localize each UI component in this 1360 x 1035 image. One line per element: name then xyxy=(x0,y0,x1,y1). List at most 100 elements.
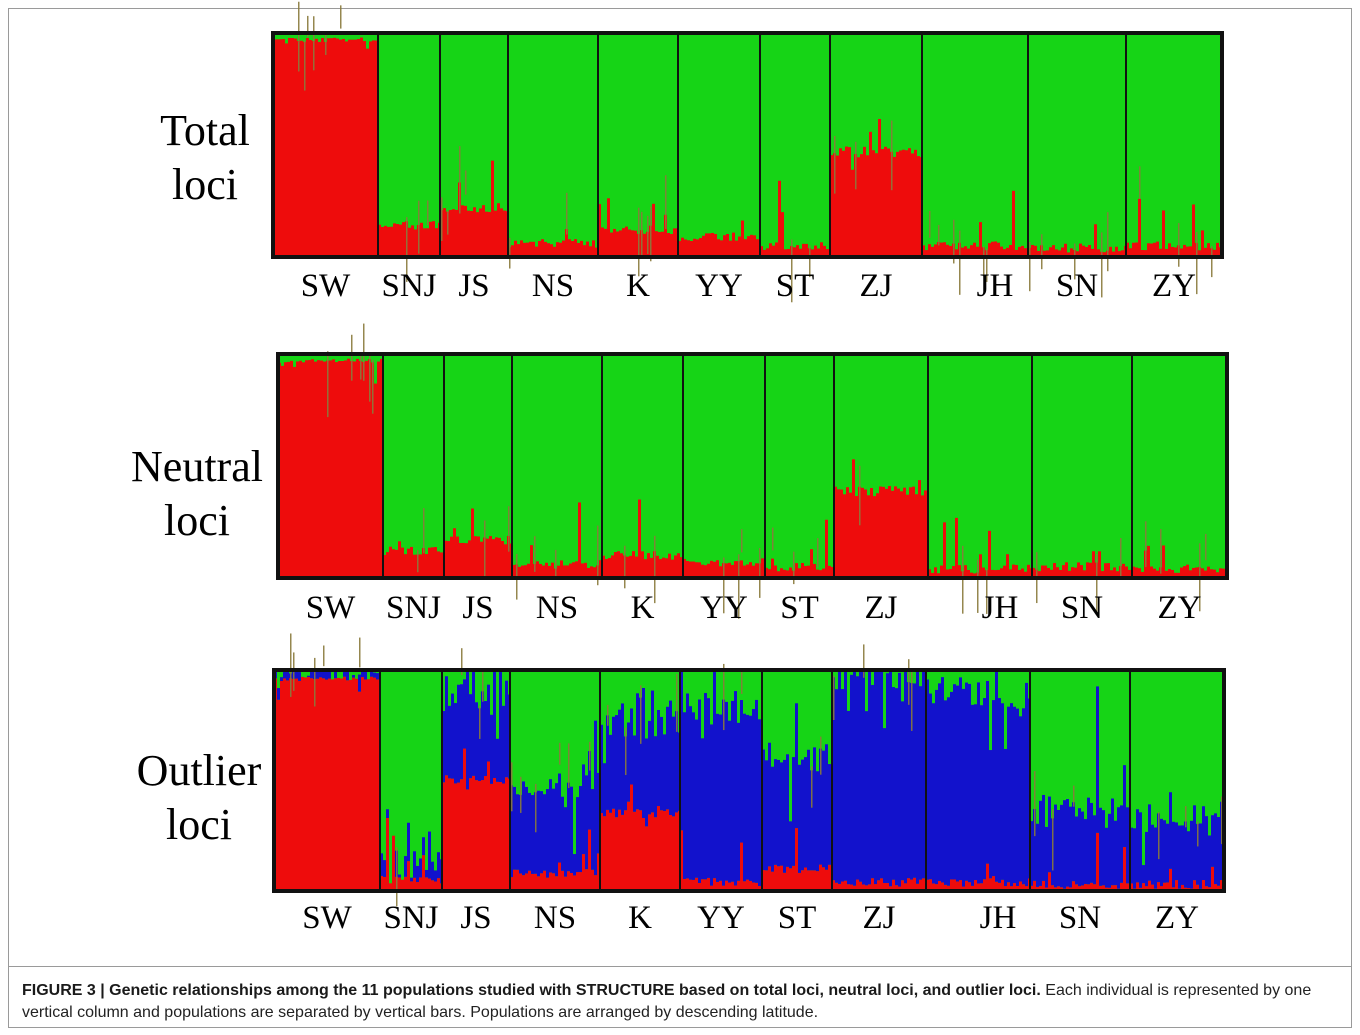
structure-panel-0 xyxy=(271,1,1224,303)
individual-admixture-line xyxy=(833,675,835,721)
individual-red xyxy=(469,778,472,891)
individual-red xyxy=(519,873,522,891)
individual-blue xyxy=(451,693,454,779)
individual-blue xyxy=(1108,813,1111,888)
individual-blue xyxy=(651,690,654,813)
individual-red xyxy=(579,872,582,891)
individual-red xyxy=(707,563,710,578)
individual-blue xyxy=(1169,792,1172,869)
individual-red xyxy=(1057,886,1060,891)
individual-red xyxy=(740,842,743,891)
figure-frame xyxy=(8,8,1352,1028)
individual-red xyxy=(732,232,735,257)
individual-red xyxy=(847,884,850,891)
individual-red xyxy=(1093,884,1096,891)
individual-red xyxy=(607,198,610,257)
individual-blue xyxy=(398,874,401,878)
individual-blue xyxy=(977,682,980,884)
individual-red xyxy=(594,875,597,891)
individual-red xyxy=(921,495,924,578)
individual-red xyxy=(686,561,689,578)
individual-red xyxy=(1075,884,1078,891)
individual-red xyxy=(873,496,876,578)
population-label-zj: ZJ xyxy=(859,268,893,304)
individual-red xyxy=(970,245,973,257)
individual-red xyxy=(922,878,925,891)
individual-red xyxy=(980,883,983,891)
individual-red xyxy=(795,828,798,891)
individual-red xyxy=(288,37,291,257)
population-bar-jh xyxy=(922,190,1028,295)
row-label-total-loci: Total loci xyxy=(130,104,280,212)
individual-red xyxy=(327,38,330,257)
individual-red xyxy=(952,566,955,578)
population-label-zy: ZY xyxy=(1152,268,1196,304)
individual-admixture-line xyxy=(607,704,609,726)
individual-red xyxy=(967,248,970,257)
individual-red xyxy=(723,235,726,257)
individual-admixture-line xyxy=(417,550,419,573)
individual-red xyxy=(725,563,728,578)
individual-red xyxy=(869,131,872,257)
individual-red xyxy=(1022,884,1025,891)
individual-red xyxy=(413,554,416,578)
individual-blue xyxy=(445,676,448,776)
individual-red xyxy=(928,569,931,578)
individual-red xyxy=(1144,250,1147,257)
individual-admixture-line xyxy=(625,727,627,776)
individual-blue xyxy=(938,683,941,881)
individual-red xyxy=(338,360,341,578)
population-bar-sw xyxy=(273,1,378,258)
individual-red xyxy=(586,241,589,257)
individual-red xyxy=(801,870,804,891)
individual-red xyxy=(565,229,568,257)
individual-red xyxy=(664,214,667,257)
individual-blue xyxy=(295,670,298,679)
individual-red xyxy=(902,149,905,257)
individual-red xyxy=(276,39,279,258)
individual-red xyxy=(725,880,728,891)
individual-blue xyxy=(648,720,651,815)
individual-blue xyxy=(410,877,413,882)
individual-red xyxy=(1021,245,1024,257)
individual-blue xyxy=(907,682,910,879)
structure-panel-1 xyxy=(276,323,1229,619)
individual-blue xyxy=(728,720,731,883)
individual-blue xyxy=(1217,817,1220,886)
individual-red xyxy=(777,866,780,891)
individual-red xyxy=(971,885,974,891)
individual-blue xyxy=(689,706,692,880)
individual-red xyxy=(1097,249,1100,257)
individual-red xyxy=(755,882,758,891)
individual-blue xyxy=(828,764,831,865)
individual-red xyxy=(1056,567,1059,578)
individual-red xyxy=(734,561,737,578)
individual-red xyxy=(1135,567,1138,578)
individual-blue xyxy=(675,711,678,813)
individual-red xyxy=(277,699,280,891)
individual-red xyxy=(452,209,455,257)
individual-red xyxy=(935,884,938,891)
individual-red xyxy=(410,546,413,578)
individual-admixture-line xyxy=(834,136,836,194)
row-label-line-1: Outlier xyxy=(136,746,262,795)
individual-blue xyxy=(1042,794,1045,881)
individual-red xyxy=(383,876,386,891)
individual-red xyxy=(874,884,877,891)
individual-red xyxy=(1001,879,1004,891)
population-label-snj: SNJ xyxy=(383,900,439,936)
individual-blue xyxy=(549,779,552,873)
individual-red xyxy=(583,245,586,257)
individual-red xyxy=(355,678,358,891)
individual-red xyxy=(848,147,851,257)
individual-red xyxy=(407,861,410,891)
population-label-yy: YY xyxy=(700,590,748,626)
individual-red xyxy=(485,211,488,257)
individual-admixture-line xyxy=(953,219,955,264)
individual-red xyxy=(475,780,478,891)
individual-red xyxy=(500,208,503,257)
individual-red xyxy=(442,782,445,891)
individual-red xyxy=(613,228,616,257)
individual-blue xyxy=(573,854,576,876)
individual-red xyxy=(858,486,861,578)
